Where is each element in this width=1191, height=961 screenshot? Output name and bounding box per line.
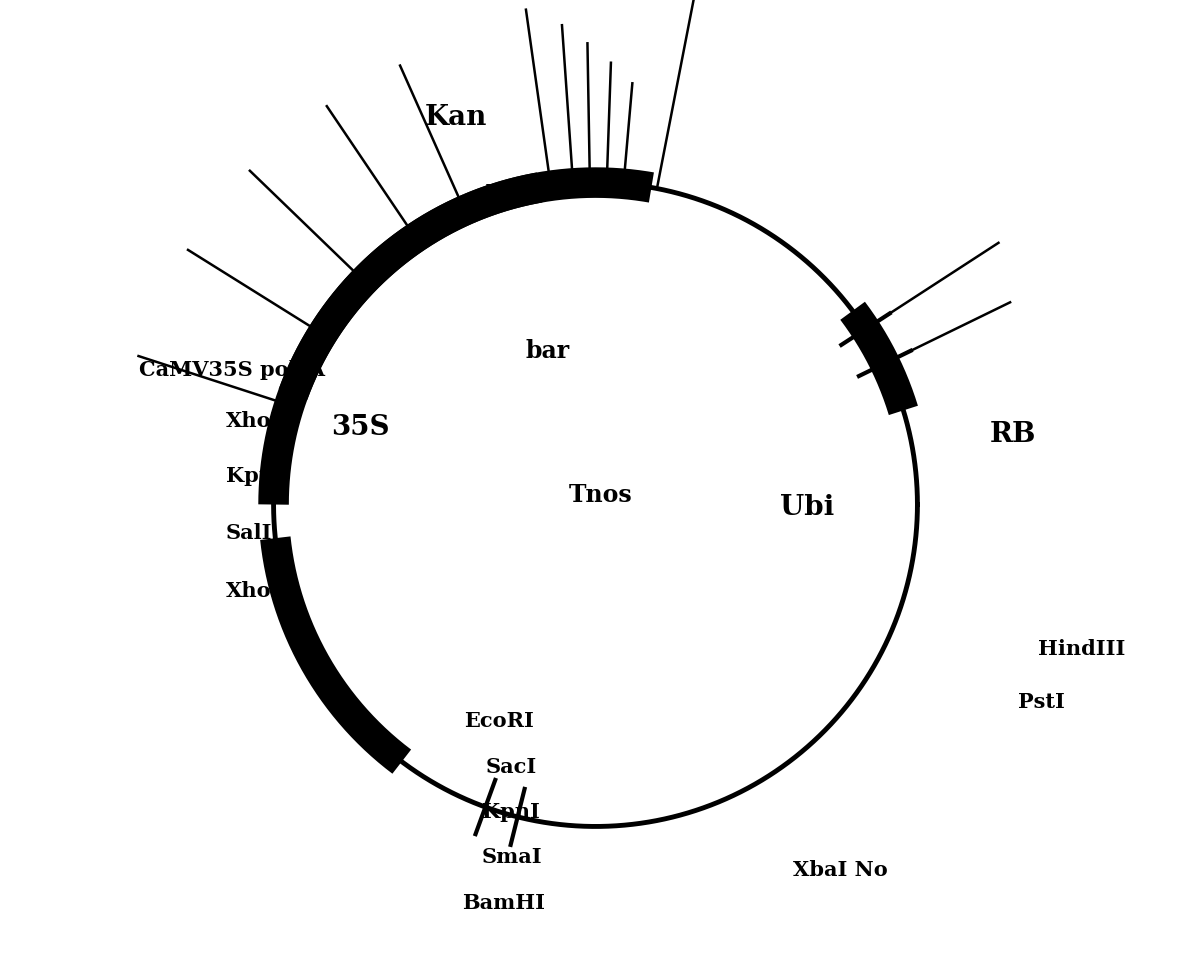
Text: Tnos: Tnos — [568, 483, 632, 506]
Text: SacI: SacI — [486, 757, 537, 776]
Text: PstI: PstI — [1018, 692, 1065, 711]
Text: KpnI: KpnI — [482, 802, 540, 822]
Text: SalI: SalI — [225, 524, 272, 543]
Text: RB: RB — [990, 421, 1036, 448]
Text: XhoI: XhoI — [225, 581, 281, 601]
Text: CaMV35S polyA: CaMV35S polyA — [139, 360, 325, 380]
Text: HindIII: HindIII — [1037, 639, 1125, 658]
Text: bar: bar — [525, 339, 569, 362]
Text: KpnI: KpnI — [225, 466, 283, 485]
Text: 35S: 35S — [331, 414, 389, 441]
Text: Kan: Kan — [425, 104, 487, 131]
Text: BamHI: BamHI — [462, 894, 545, 913]
Text: SmaI: SmaI — [482, 848, 543, 867]
Text: XhoI: XhoI — [225, 411, 281, 431]
Text: EcoRI: EcoRI — [464, 711, 534, 730]
Text: LB: LB — [485, 184, 528, 210]
Text: XbaI No: XbaI No — [792, 860, 887, 879]
Text: Ubi: Ubi — [780, 494, 834, 521]
